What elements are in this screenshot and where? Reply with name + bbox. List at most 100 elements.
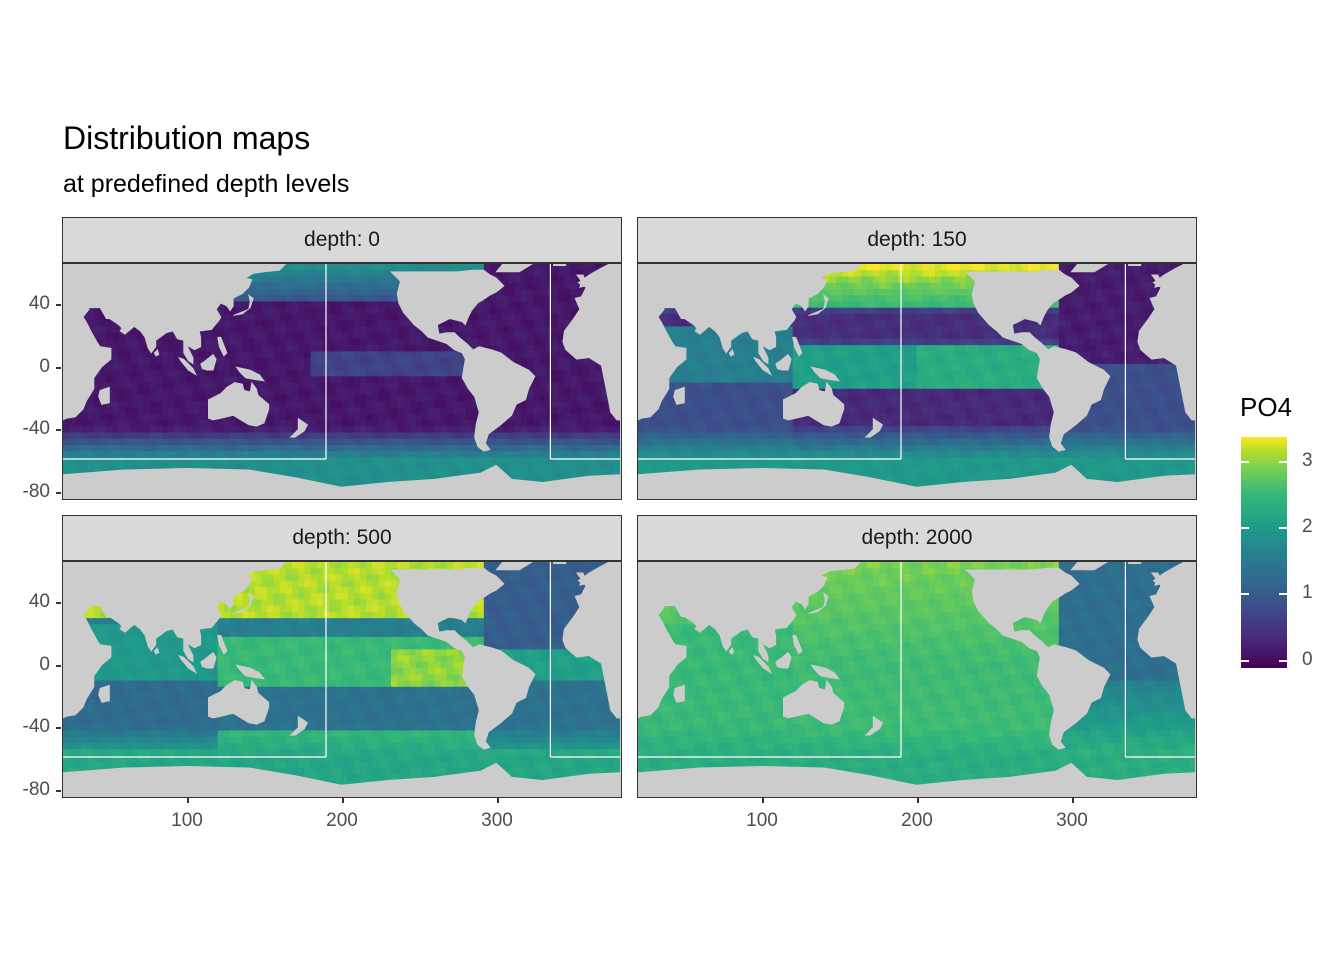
ocean-cell: [1102, 332, 1109, 340]
ocean-cell: [786, 363, 794, 371]
ocean-cell: [403, 388, 411, 396]
ocean-cell: [180, 351, 188, 359]
ocean-cell: [966, 282, 973, 290]
ocean-cell: [415, 332, 423, 340]
ocean-cell: [570, 363, 578, 371]
ocean-cell: [595, 438, 603, 446]
ocean-cell: [582, 407, 590, 415]
ocean-cell: [570, 463, 578, 471]
ocean-cell: [366, 463, 374, 471]
ocean-cell: [520, 438, 528, 446]
ocean-cell: [533, 438, 541, 446]
ocean-cell: [217, 307, 225, 315]
ocean-cell: [267, 332, 275, 340]
ocean-cell: [341, 395, 349, 402]
ocean-cell: [397, 388, 404, 396]
ocean-cell: [1114, 276, 1122, 284]
ocean-cell: [446, 451, 454, 459]
ocean-cell: [1126, 301, 1134, 309]
ocean-cell: [953, 282, 961, 290]
ocean-cell: [291, 276, 299, 284]
ocean-cell: [879, 276, 887, 284]
ocean-cell: [823, 338, 831, 346]
ocean-cell: [372, 438, 380, 446]
ocean-cell: [539, 395, 547, 402]
ocean-cell: [589, 426, 596, 434]
ocean-cell: [539, 457, 547, 465]
ocean-cell: [520, 420, 528, 427]
ocean-cell: [267, 457, 275, 465]
ocean-cell: [372, 307, 380, 315]
ocean-cell: [137, 444, 145, 452]
ocean-cell: [496, 307, 504, 315]
ocean-cell: [304, 351, 312, 359]
ocean-cell: [353, 395, 361, 402]
ocean-cell: [285, 407, 293, 415]
ocean-cell: [236, 376, 244, 384]
ocean-cell: [891, 282, 899, 290]
ocean-cell: [1077, 326, 1085, 334]
ocean-cell: [180, 438, 188, 446]
ocean-cell: [570, 313, 578, 321]
ocean-cell: [285, 376, 293, 384]
ocean-cell: [360, 413, 367, 421]
ocean-cell: [589, 357, 596, 365]
ocean-cell: [904, 363, 911, 371]
ocean-cell: [100, 376, 107, 384]
ocean-cell: [496, 438, 504, 446]
ocean-cell: [353, 295, 361, 303]
ocean-cell: [341, 313, 349, 321]
ocean-cell: [842, 301, 850, 309]
ocean-cell: [1126, 338, 1134, 346]
ocean-cell: [1095, 326, 1103, 334]
ocean-cell: [106, 407, 114, 415]
ocean-cell: [551, 413, 559, 421]
ocean-cell: [341, 451, 349, 459]
ocean-cell: [261, 432, 268, 440]
ocean-cell: [959, 332, 967, 340]
ocean-cell: [223, 438, 231, 446]
ocean-cell: [576, 264, 584, 271]
map-svg-0: [63, 264, 620, 498]
ocean-cell: [935, 301, 942, 309]
ocean-cell: [236, 420, 244, 427]
ocean-cell: [372, 382, 380, 390]
ocean-cell: [199, 376, 206, 384]
ocean-cell: [217, 351, 225, 359]
ocean-cell: [1126, 332, 1134, 340]
ocean-cell: [582, 457, 590, 465]
ocean-cell: [248, 457, 256, 465]
ocean-cell: [100, 420, 107, 427]
ocean-cell: [261, 438, 268, 446]
ocean-cell: [409, 357, 417, 365]
ocean-cell: [1052, 332, 1060, 340]
ocean-cell: [285, 426, 293, 434]
ocean-cell: [279, 401, 287, 409]
ocean-cell: [885, 264, 893, 271]
ocean-cell: [805, 338, 812, 346]
ocean-cell: [780, 351, 788, 359]
ocean-cell: [558, 426, 565, 434]
ocean-cell: [527, 320, 534, 327]
ocean-cell: [972, 320, 979, 327]
ocean-cell: [366, 326, 374, 334]
ocean-cell: [112, 420, 120, 427]
ocean-cell: [93, 326, 101, 334]
ocean-cell: [298, 451, 305, 459]
ocean-cell: [360, 357, 367, 365]
ocean-cell: [520, 444, 528, 452]
ocean-cell: [1027, 320, 1035, 327]
ocean-cell: [199, 444, 206, 452]
ocean-cell: [551, 301, 559, 309]
ocean-cell: [1102, 320, 1109, 327]
ocean-cell: [310, 345, 318, 352]
ocean-cell: [582, 426, 590, 434]
ocean-cell: [137, 407, 145, 415]
ocean-cell: [285, 438, 293, 446]
ocean-cell: [551, 401, 559, 409]
ocean-cell: [131, 451, 138, 459]
ocean-cell: [860, 351, 868, 359]
ocean-cell: [155, 357, 163, 365]
ocean-cell: [223, 313, 231, 321]
ocean-cell: [372, 320, 380, 327]
